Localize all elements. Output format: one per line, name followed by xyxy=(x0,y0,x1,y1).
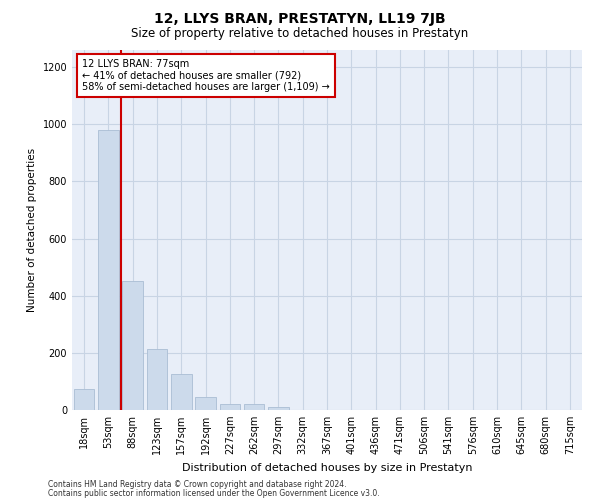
Text: Size of property relative to detached houses in Prestatyn: Size of property relative to detached ho… xyxy=(131,28,469,40)
Bar xyxy=(122,282,143,410)
Bar xyxy=(268,407,289,410)
Bar xyxy=(171,374,191,410)
Bar xyxy=(146,348,167,410)
X-axis label: Distribution of detached houses by size in Prestatyn: Distribution of detached houses by size … xyxy=(182,462,472,472)
Text: Contains public sector information licensed under the Open Government Licence v3: Contains public sector information licen… xyxy=(48,488,380,498)
Text: 12 LLYS BRAN: 77sqm
← 41% of detached houses are smaller (792)
58% of semi-detac: 12 LLYS BRAN: 77sqm ← 41% of detached ho… xyxy=(82,59,330,92)
Y-axis label: Number of detached properties: Number of detached properties xyxy=(27,148,37,312)
Bar xyxy=(98,130,119,410)
Bar xyxy=(244,404,265,410)
Text: 12, LLYS BRAN, PRESTATYN, LL19 7JB: 12, LLYS BRAN, PRESTATYN, LL19 7JB xyxy=(154,12,446,26)
Bar xyxy=(195,397,216,410)
Text: Contains HM Land Registry data © Crown copyright and database right 2024.: Contains HM Land Registry data © Crown c… xyxy=(48,480,347,489)
Bar xyxy=(220,404,240,410)
Bar xyxy=(74,388,94,410)
